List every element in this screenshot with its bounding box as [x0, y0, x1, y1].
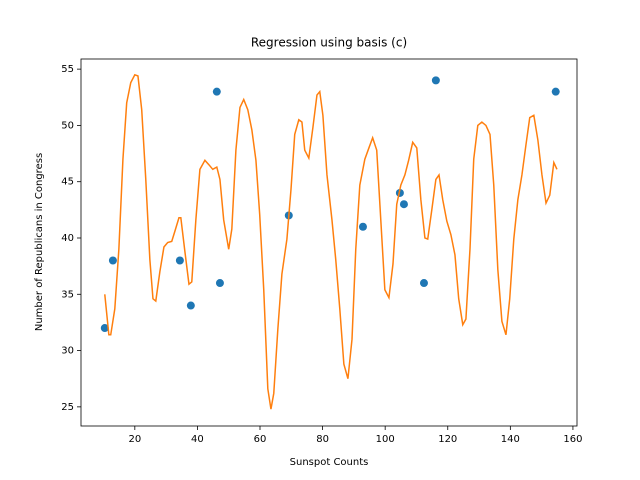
line [104, 73, 558, 410]
point [100, 324, 109, 333]
plot-frame [80, 58, 578, 427]
point [215, 279, 224, 288]
y-axis-label: Number of Republicans in Congress [34, 153, 45, 331]
chart-title: Regression using basis (c) [251, 36, 407, 50]
x-tick-label: 120 [438, 434, 457, 445]
x-tick-label: 100 [376, 434, 395, 445]
x-tick-label: 80 [316, 434, 329, 445]
point [175, 256, 184, 265]
point [108, 256, 117, 265]
x-axis-label: Sunspot Counts [290, 457, 369, 468]
y-tick-label: 30 [61, 346, 74, 357]
point [399, 200, 408, 209]
y-tick-label: 25 [61, 402, 74, 413]
point [186, 301, 195, 310]
y-tick-label: 55 [61, 64, 74, 75]
point [358, 222, 367, 231]
point [431, 76, 440, 85]
x-tick-label: 40 [191, 434, 204, 445]
x-tick-label: 20 [128, 434, 141, 445]
y-tick-label: 35 [61, 289, 74, 300]
x-tick-label: 60 [254, 434, 267, 445]
y-tick-label: 45 [61, 177, 74, 188]
y-tick-label: 40 [61, 233, 74, 244]
point [212, 87, 221, 96]
x-tick-label: 140 [501, 434, 520, 445]
x-tick-label: 160 [563, 434, 582, 445]
y-tick-label: 50 [61, 120, 74, 131]
point [551, 87, 560, 96]
point [419, 279, 428, 288]
